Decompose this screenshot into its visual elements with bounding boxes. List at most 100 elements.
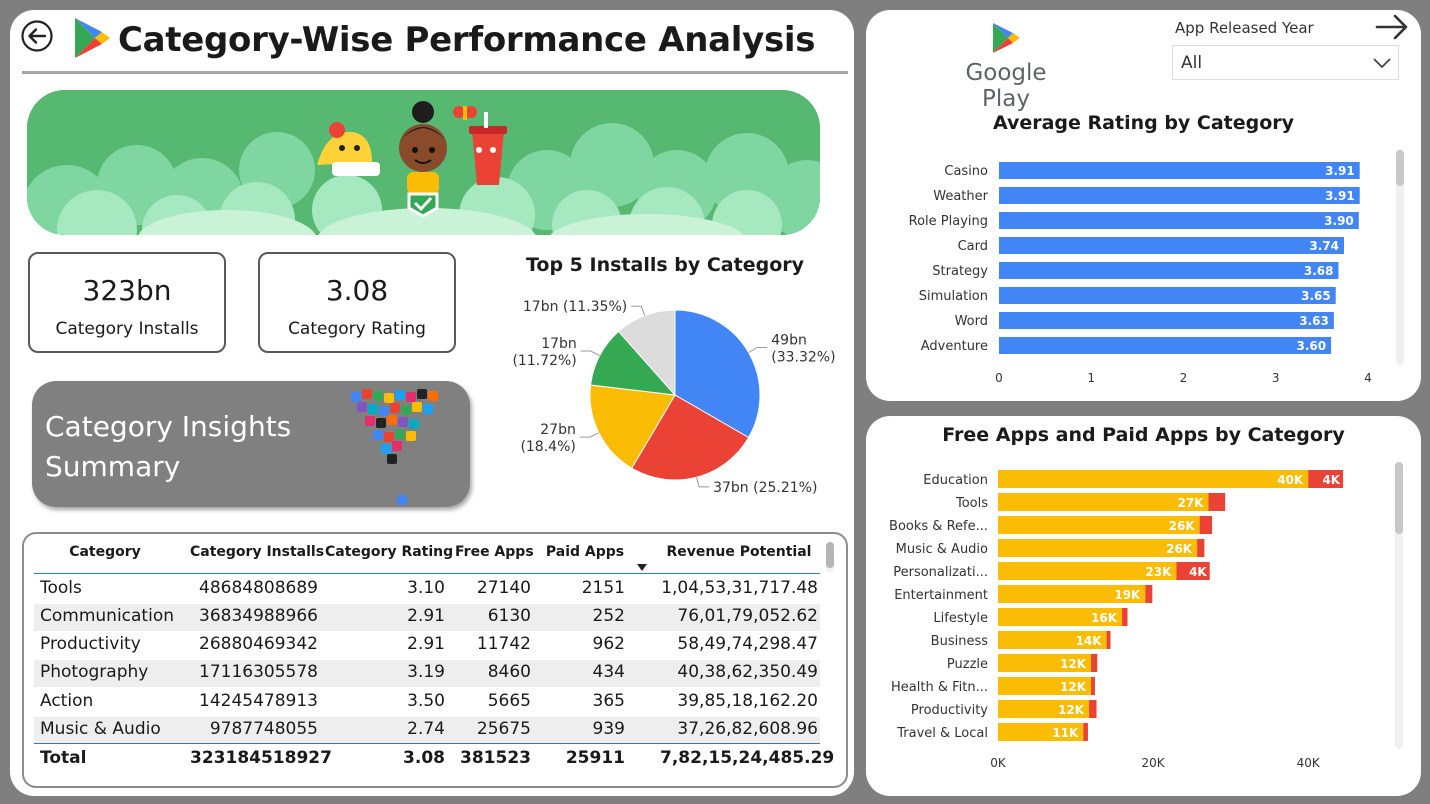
rating-bar[interactable] — [999, 162, 1360, 179]
app-icon — [398, 417, 408, 427]
category-axis-label: Puzzle — [947, 657, 988, 672]
table-row[interactable] — [34, 604, 820, 631]
paid-apps-bar[interactable] — [1208, 493, 1226, 511]
category-axis-label: Health & Fitn... — [891, 680, 988, 695]
paid-apps-bar[interactable] — [1197, 539, 1205, 557]
free-apps-bar[interactable] — [998, 585, 1146, 603]
table-row[interactable] — [34, 717, 820, 744]
paid-apps-bar[interactable] — [1083, 723, 1088, 741]
kpi-value: 3.08 — [325, 274, 389, 307]
free-apps-bar[interactable] — [998, 608, 1123, 626]
category-axis-label: Strategy — [932, 264, 988, 279]
table-column-header: Free Apps — [455, 544, 534, 560]
free-apps-bar[interactable] — [998, 631, 1107, 649]
app-icon — [362, 389, 372, 399]
top5-installs-pie-chart: 49bn(33.32%) 37bn (25.21%) 27bn(18.4%) 17bn… — [512, 299, 835, 496]
table-cell: 9787748055 — [209, 719, 318, 739]
paid-apps-bar[interactable] — [1145, 585, 1153, 603]
free-apps-bar[interactable] — [998, 562, 1177, 580]
paid-apps-bar[interactable] — [1308, 470, 1344, 488]
pie-leader-line — [579, 432, 600, 438]
bar-data-label: 3.60 — [1296, 339, 1326, 353]
table-row[interactable] — [34, 632, 820, 659]
table-column-header: Paid Apps — [545, 544, 625, 560]
app-icon — [368, 404, 378, 414]
pie-leader-line — [580, 350, 600, 357]
free-paid-chart-title: Free Apps and Paid Apps by Category — [942, 424, 1345, 446]
chevron-down-icon — [1373, 58, 1391, 69]
mascot-girl-icon — [399, 101, 447, 218]
free-apps-bar[interactable] — [998, 700, 1090, 718]
next-page-arrow-icon[interactable] — [1374, 12, 1410, 42]
table-cell: 11742 — [476, 634, 531, 654]
free-apps-bar[interactable] — [998, 516, 1200, 534]
scrollbar-thumb[interactable] — [826, 542, 834, 568]
free-apps-bar[interactable] — [998, 493, 1209, 511]
pie-slice[interactable] — [590, 330, 677, 396]
rating-bar[interactable] — [999, 212, 1359, 229]
paid-apps-bar[interactable] — [1176, 562, 1210, 580]
table-cell: Music & Audio — [40, 719, 161, 739]
app-icon — [379, 406, 389, 416]
app-icon — [387, 415, 397, 425]
kpi-label: Category Rating — [288, 319, 426, 339]
category-axis-label: Education — [923, 473, 988, 488]
scrollbar-thumb[interactable] — [1396, 150, 1404, 186]
table-cell: 3.19 — [407, 662, 445, 682]
table-cell: 434 — [592, 662, 625, 682]
free-apps-bar[interactable] — [998, 539, 1198, 557]
paid-apps-bar[interactable] — [1106, 631, 1111, 649]
app-icon — [395, 390, 405, 400]
app-icon — [395, 429, 405, 439]
pie-slice[interactable] — [617, 309, 676, 397]
app-icons-funnel-icon — [351, 389, 438, 505]
app-icon — [392, 441, 402, 451]
table-cell: 252 — [592, 606, 625, 626]
app-icon — [412, 402, 422, 412]
pie-slice[interactable] — [674, 309, 761, 439]
rating-bar[interactable] — [999, 262, 1339, 279]
pie-leader-line — [631, 305, 646, 316]
rating-bar[interactable] — [999, 337, 1332, 354]
rating-bar[interactable] — [999, 187, 1360, 204]
bar-data-label: 3.91 — [1325, 189, 1355, 203]
x-axis-tick-label: 1 — [1087, 371, 1095, 385]
table-column-header: Revenue Potential — [666, 544, 812, 560]
free-apps-bar[interactable] — [998, 654, 1092, 672]
sort-desc-icon[interactable] — [637, 564, 647, 572]
pie-slice[interactable] — [631, 394, 750, 481]
category-axis-label: Business — [931, 634, 989, 649]
table-row[interactable] — [34, 576, 820, 603]
app-icon — [373, 391, 383, 401]
pie-data-label: 17bn (11.35%) — [523, 299, 627, 315]
paid-apps-bar[interactable] — [1091, 677, 1095, 695]
table-scrollbar[interactable] — [826, 542, 834, 572]
free-bar-data-label: 12K — [1060, 657, 1087, 671]
rating-chart-scrollbar[interactable] — [1396, 150, 1404, 365]
rating-bar[interactable] — [999, 237, 1345, 254]
paid-apps-bar[interactable] — [1122, 608, 1128, 626]
paid-apps-bar[interactable] — [1091, 654, 1098, 672]
category-axis-label: Books & Refe... — [889, 519, 988, 534]
brand-name: Google Play — [965, 60, 1047, 112]
rating-bar[interactable] — [999, 287, 1336, 304]
table-row[interactable] — [34, 689, 820, 716]
pie-leader-line — [696, 477, 710, 488]
paid-apps-bar[interactable] — [1089, 700, 1097, 718]
category-insights-summary-button[interactable]: Category Insights Summary — [32, 381, 470, 507]
category-axis-label: Casino — [944, 164, 988, 179]
pie-slice[interactable] — [589, 384, 676, 469]
table-row[interactable] — [34, 660, 820, 687]
paid-apps-bar[interactable] — [1199, 516, 1213, 534]
year-slicer-dropdown[interactable]: All — [1172, 45, 1399, 80]
category-axis-label: Adventure — [921, 339, 988, 354]
free-apps-bar[interactable] — [998, 677, 1092, 695]
free-paid-scrollbar[interactable] — [1395, 462, 1403, 749]
free-apps-bar[interactable] — [998, 470, 1309, 488]
scrollbar-thumb[interactable] — [1395, 462, 1403, 534]
x-axis-tick-label: 0K — [990, 756, 1007, 770]
rating-bar[interactable] — [999, 312, 1334, 329]
free-apps-bar[interactable] — [998, 723, 1084, 741]
back-arrow-icon[interactable] — [21, 20, 53, 52]
app-icon — [428, 391, 438, 401]
